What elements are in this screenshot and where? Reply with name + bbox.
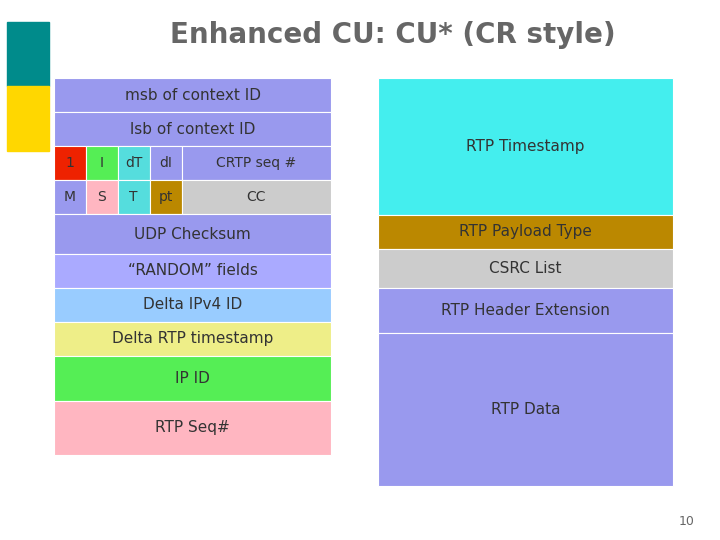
Bar bbox=[181, 180, 331, 214]
Bar bbox=[86, 180, 118, 214]
Bar bbox=[86, 146, 118, 180]
Bar bbox=[54, 112, 331, 146]
Bar bbox=[118, 146, 150, 180]
Bar bbox=[54, 146, 86, 180]
Bar bbox=[54, 401, 331, 455]
Text: CC: CC bbox=[247, 191, 266, 204]
Text: RTP Data: RTP Data bbox=[491, 402, 560, 417]
Bar bbox=[378, 333, 673, 486]
Text: M: M bbox=[64, 191, 76, 204]
Text: “RANDOM” fields: “RANDOM” fields bbox=[127, 264, 258, 278]
Text: RTP Seq#: RTP Seq# bbox=[156, 420, 230, 435]
Text: Delta IPv4 ID: Delta IPv4 ID bbox=[143, 298, 242, 312]
Bar bbox=[54, 356, 331, 401]
Text: dI: dI bbox=[159, 157, 172, 170]
Text: RTP Timestamp: RTP Timestamp bbox=[467, 139, 585, 154]
Bar bbox=[150, 180, 181, 214]
Bar bbox=[54, 288, 331, 322]
Bar bbox=[378, 215, 673, 249]
Text: 10: 10 bbox=[679, 515, 695, 528]
Text: I: I bbox=[100, 157, 104, 170]
Bar bbox=[150, 146, 181, 180]
Bar bbox=[378, 249, 673, 288]
Bar bbox=[54, 78, 331, 112]
Text: CSRC List: CSRC List bbox=[490, 261, 562, 276]
Text: RTP Payload Type: RTP Payload Type bbox=[459, 225, 592, 239]
Bar bbox=[378, 78, 673, 215]
Text: msb of context ID: msb of context ID bbox=[125, 88, 261, 103]
Text: UDP Checksum: UDP Checksum bbox=[134, 227, 251, 241]
Bar bbox=[7, 22, 49, 86]
Bar bbox=[54, 322, 331, 356]
Text: 1: 1 bbox=[66, 157, 74, 170]
Text: pt: pt bbox=[158, 191, 173, 204]
Bar bbox=[54, 180, 86, 214]
Bar bbox=[118, 180, 150, 214]
Bar bbox=[181, 146, 331, 180]
Text: RTP Header Extension: RTP Header Extension bbox=[441, 303, 610, 318]
Text: Enhanced CU: CU* (CR style): Enhanced CU: CU* (CR style) bbox=[170, 21, 615, 49]
Text: IP ID: IP ID bbox=[175, 371, 210, 386]
Bar bbox=[378, 288, 673, 333]
Text: CRTP seq #: CRTP seq # bbox=[216, 157, 297, 170]
Text: S: S bbox=[97, 191, 106, 204]
Bar bbox=[7, 86, 49, 151]
Text: lsb of context ID: lsb of context ID bbox=[130, 122, 256, 137]
Text: T: T bbox=[130, 191, 138, 204]
Text: dT: dT bbox=[125, 157, 143, 170]
Text: Delta RTP timestamp: Delta RTP timestamp bbox=[112, 332, 274, 346]
Bar bbox=[54, 254, 331, 288]
Bar bbox=[54, 214, 331, 254]
